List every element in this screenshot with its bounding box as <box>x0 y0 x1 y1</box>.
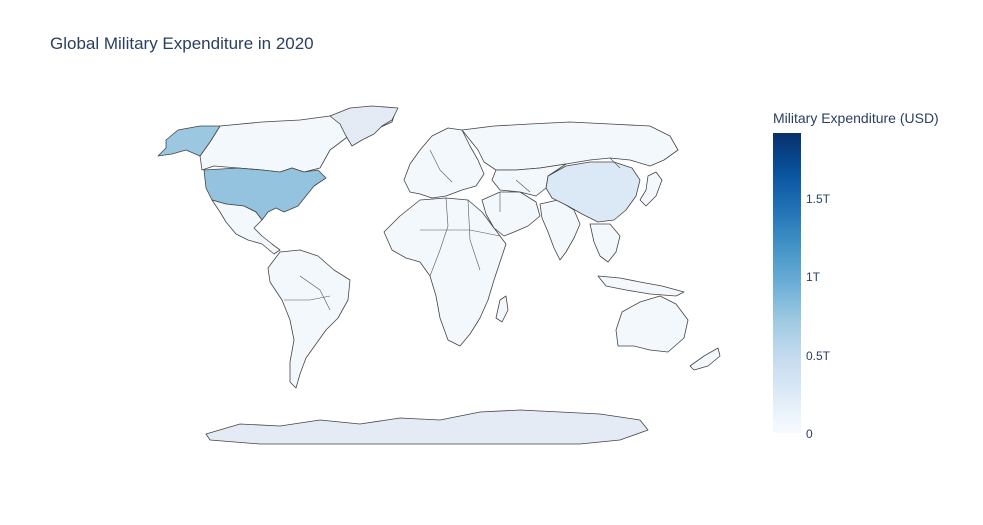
region-indonesia[interactable] <box>597 275 685 297</box>
region-europe[interactable] <box>403 127 485 199</box>
colorbar <box>773 133 801 433</box>
region-central-asia[interactable] <box>491 163 567 197</box>
region-africa[interactable] <box>383 197 507 347</box>
region-mexico[interactable] <box>211 199 281 255</box>
region-greenland[interactable] <box>329 105 399 147</box>
region-china[interactable] <box>545 161 641 223</box>
region-southeast-asia[interactable] <box>589 223 621 263</box>
colorbar-tick-label: 1T <box>806 270 821 284</box>
region-middle-east[interactable] <box>481 191 541 237</box>
map-title: Global Military Expenditure in 2020 <box>50 34 314 53</box>
region-alaska[interactable] <box>157 125 221 157</box>
country-borders <box>284 149 621 311</box>
region-russia[interactable] <box>461 121 679 171</box>
colorbar-title: Military Expenditure (USD) <box>773 110 939 126</box>
region-south-america[interactable] <box>267 249 351 389</box>
region-japan[interactable] <box>639 171 663 207</box>
colorbar-tick-label: 0 <box>806 427 813 441</box>
region-new-zealand[interactable] <box>689 347 721 371</box>
colorbar-tick-label: 1.5T <box>806 192 831 206</box>
region-madagascar[interactable] <box>495 295 509 323</box>
colorbar-tick-label: 0.5T <box>806 349 831 363</box>
region-antarctica[interactable] <box>205 409 649 445</box>
region-australia[interactable] <box>615 295 689 353</box>
